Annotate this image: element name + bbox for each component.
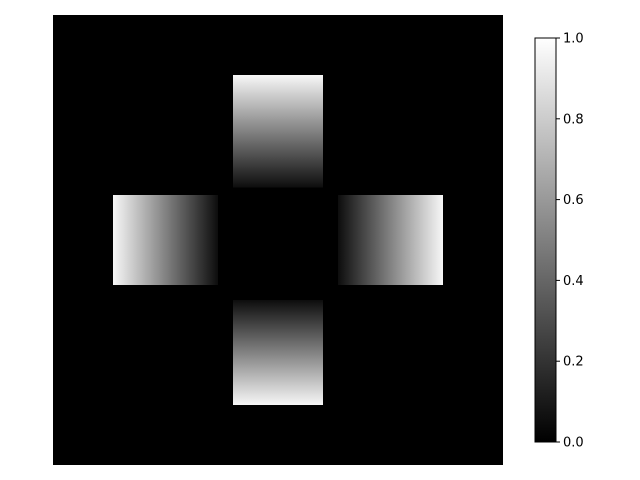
colorbar-tick-label: 0.0	[563, 436, 584, 451]
colorbar-tick-label: 0.2	[563, 355, 584, 370]
colorbar: 0.0 0.2 0.4 0.6 0.8 1.0	[534, 32, 584, 451]
colorbar-gradient	[534, 37, 557, 443]
patch-left	[113, 195, 218, 285]
colorbar-tick-label: 0.8	[563, 112, 584, 127]
heatmap-image	[53, 15, 503, 465]
colorbar-tick-label: 0.4	[563, 274, 584, 289]
patch-right	[338, 195, 443, 285]
patch-top	[233, 75, 323, 188]
colorbar-tick-label: 0.6	[563, 193, 584, 208]
colorbar-ticks: 0.0 0.2 0.4 0.6 0.8 1.0	[556, 32, 584, 451]
colorbar-tick-label: 1.0	[563, 32, 584, 47]
patch-bottom	[233, 300, 323, 405]
